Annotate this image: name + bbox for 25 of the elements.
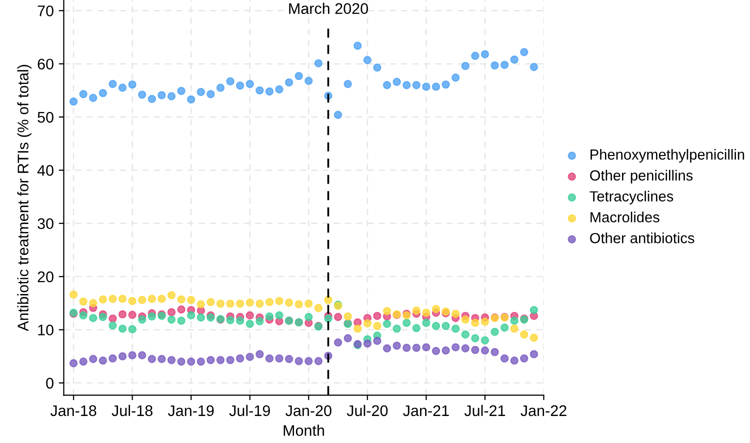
- y-tick-label: 60: [38, 58, 54, 70]
- legend-label: Other antibiotics: [590, 232, 694, 244]
- x-tick-label: Jul-19: [229, 404, 270, 416]
- y-axis-title: Antibiotic treatment for RTIs (% of total): [17, 64, 32, 332]
- y-tick-label: 10: [38, 324, 54, 336]
- y-tick-label: 0: [46, 378, 54, 389]
- y-tick-label: 50: [38, 112, 54, 123]
- x-tick-label: Jan-19: [168, 405, 214, 416]
- x-tick-label: Jul-21: [464, 404, 506, 416]
- y-tick-label: 70: [38, 6, 54, 16]
- legend-label: Macrolides: [590, 212, 660, 222]
- x-tick-label: Jan-21: [403, 405, 449, 416]
- y-tick-label: 40: [37, 165, 54, 176]
- y-tick-label: 20: [38, 271, 54, 282]
- ref-line-label: March 2020: [289, 2, 368, 14]
- legend-label: Phenoxymethylpenicillin: [590, 149, 744, 163]
- x-tick-label: Jan-22: [520, 405, 566, 416]
- legend-label: Tetracyclines: [590, 190, 674, 204]
- x-tick-label: Jul-20: [346, 404, 388, 416]
- x-axis-title: Month: [284, 424, 324, 436]
- x-tick-label: Jan-20: [286, 405, 332, 416]
- legend-label: Other penicillins: [590, 170, 693, 184]
- y-tick-label: 30: [38, 218, 54, 230]
- x-tick-label: Jan-18: [50, 405, 96, 416]
- x-tick-label: Jul-18: [112, 404, 152, 416]
